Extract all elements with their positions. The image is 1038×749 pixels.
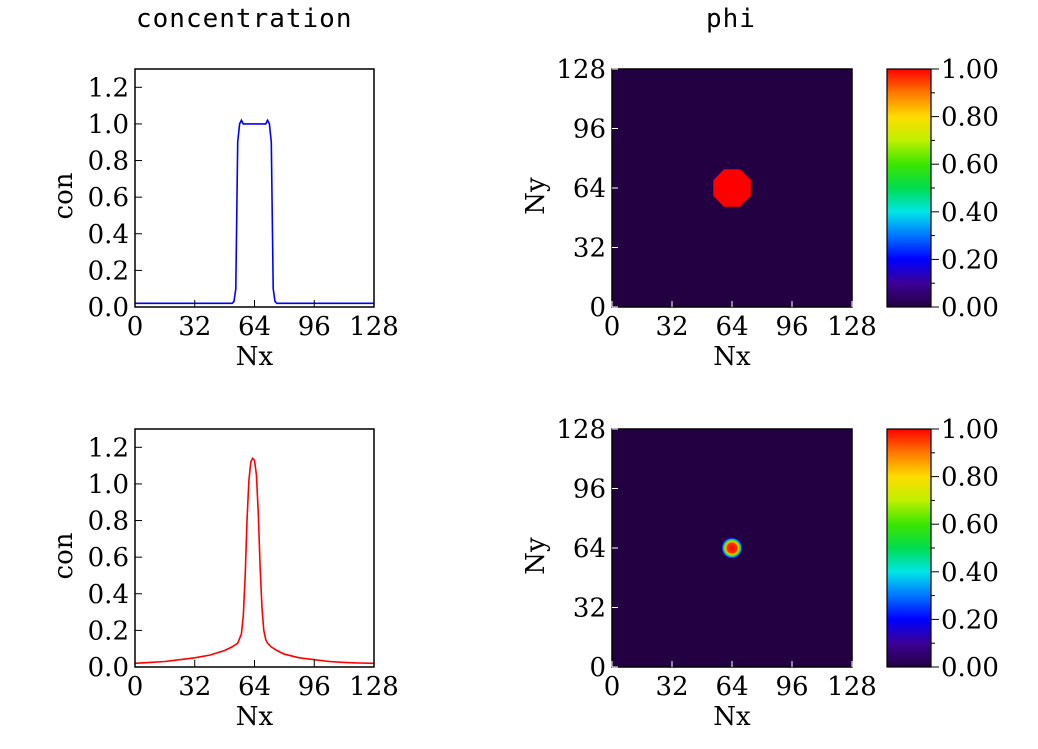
line-panel-1-y-tick-label: 0.8	[88, 147, 129, 177]
line-panel-1-y-tick-label: 0.4	[88, 220, 129, 250]
right-column-title: phi	[706, 4, 756, 34]
line-panel-1-y-tick-label: 1.0	[88, 110, 129, 140]
heatmap-panel-1-x-tick-label: 32	[655, 312, 688, 342]
heatmap-panel-1-colorbar-tick-label: 1.00	[941, 55, 999, 85]
heatmap-panel-1-colorbar-tick-label: 0.40	[941, 198, 999, 228]
heatmap-panel-1-y-tick-label: 128	[556, 55, 606, 85]
line-panel-1-y-tick-label: 0.0	[88, 293, 129, 323]
heatmap-panel-2-x-tick-label: 64	[715, 672, 748, 702]
heatmap-panel-2-y-axis-label: Ny	[521, 537, 551, 575]
line-panel-1-frame	[134, 68, 375, 308]
heatmap-panel-1-blob	[713, 169, 751, 207]
line-panel-2-y-tick-label: 0.8	[88, 507, 129, 537]
heatmap-panel-1-colorbar-tick-label: 0.60	[941, 150, 999, 180]
heatmap-panel-1-y-tick-label: 0	[589, 293, 606, 323]
line-panel-1-y-tick-label: 1.2	[88, 73, 129, 103]
line-panel-2-y-tick-label: 0.6	[88, 543, 129, 573]
heatmap-panel-2-colorbar-tick-label: 0.00	[941, 653, 999, 683]
heatmap-panel-1-colorbar-tick-label: 0.20	[941, 245, 999, 275]
heatmap-panel-1-x-axis-label: Nx	[713, 342, 751, 372]
heatmap-panel-2-colorbar	[886, 428, 932, 668]
heatmap-panel-2-colorbar-tick-label: 0.80	[941, 463, 999, 493]
line-panel-2-y-tick-label: 1.0	[88, 470, 129, 500]
line-panel-1-x-tick-label: 32	[178, 312, 211, 342]
heatmap-panel-2-colorbar-tick-label: 1.00	[941, 415, 999, 445]
heatmap-panel-1-y-tick-label: 64	[573, 174, 606, 204]
line-panel-1-y-axis-label: con	[49, 172, 79, 219]
line-panel-1-x-tick-label: 96	[298, 312, 331, 342]
heatmap-panel-2-blob	[721, 537, 743, 559]
heatmap-panel-2-y-tick-label: 64	[573, 534, 606, 564]
line-panel-1-y-tick-label: 0.6	[88, 183, 129, 213]
heatmap-panel-2-y-tick-label: 96	[573, 475, 606, 505]
line-panel-1-x-tick-label: 64	[238, 312, 271, 342]
line-panel-1-y-tick-label: 0.2	[88, 256, 129, 286]
left-column-title: concentration	[136, 4, 353, 34]
heatmap-panel-2-x-tick-label: 32	[655, 672, 688, 702]
heatmap-panel-2-x-tick-label: 128	[827, 672, 877, 702]
line-panel-2-x-tick-label: 64	[238, 672, 271, 702]
line-panel-2-y-tick-label: 0.4	[88, 580, 129, 610]
heatmap-panel-2-colorbar-tick-label: 0.20	[941, 605, 999, 635]
heatmap-panel-1-y-tick-label: 96	[573, 115, 606, 145]
line-panel-2-y-axis-label: con	[49, 532, 79, 579]
heatmap-panel-2-x-axis-label: Nx	[713, 702, 751, 732]
heatmap-panel-2-y-tick-label: 32	[573, 594, 606, 624]
heatmap-panel-1-y-tick-label: 32	[573, 234, 606, 264]
heatmap-panel-2-colorbar-tick-label: 0.40	[941, 558, 999, 588]
line-panel-2-series-line	[134, 456, 375, 665]
line-panel-2-x-axis-label: Nx	[236, 702, 274, 732]
line-panel-2-y-tick-label: 0.2	[88, 616, 129, 646]
heatmap-panel-1-colorbar-tick-label: 0.00	[941, 293, 999, 323]
line-panel-2-x-tick-label: 0	[127, 672, 144, 702]
heatmap-panel-1-colorbar	[886, 68, 932, 308]
heatmap-panel-1-y-axis-label: Ny	[521, 177, 551, 215]
line-panel-2-x-tick-label: 96	[298, 672, 331, 702]
line-panel-1-series-line	[135, 118, 374, 305]
heatmap-panel-2-x-tick-label: 96	[775, 672, 808, 702]
line-panel-1-x-tick-label: 0	[127, 312, 144, 342]
heatmap-panel-2-y-tick-label: 0	[589, 653, 606, 683]
line-panel-2-x-tick-label: 32	[178, 672, 211, 702]
line-panel-2-y-tick-label: 0.0	[88, 653, 129, 683]
line-panel-1-x-axis-label: Nx	[236, 342, 274, 372]
heatmap-panel-2-colorbar-tick-label: 0.60	[941, 510, 999, 540]
heatmap-panel-1-x-tick-label: 128	[827, 312, 877, 342]
line-panel-2-x-tick-label: 128	[349, 672, 399, 702]
heatmap-panel-2-x-tick-label: 0	[604, 672, 621, 702]
heatmap-panel-1-x-tick-label: 64	[715, 312, 748, 342]
heatmap-panel-1-x-tick-label: 0	[604, 312, 621, 342]
heatmap-panel-1-x-tick-label: 96	[775, 312, 808, 342]
line-panel-1-x-tick-label: 128	[349, 312, 399, 342]
heatmap-panel-1-colorbar-tick-label: 0.80	[941, 103, 999, 133]
heatmap-panel-2-y-tick-label: 128	[556, 415, 606, 445]
line-panel-2-y-tick-label: 1.2	[88, 433, 129, 463]
